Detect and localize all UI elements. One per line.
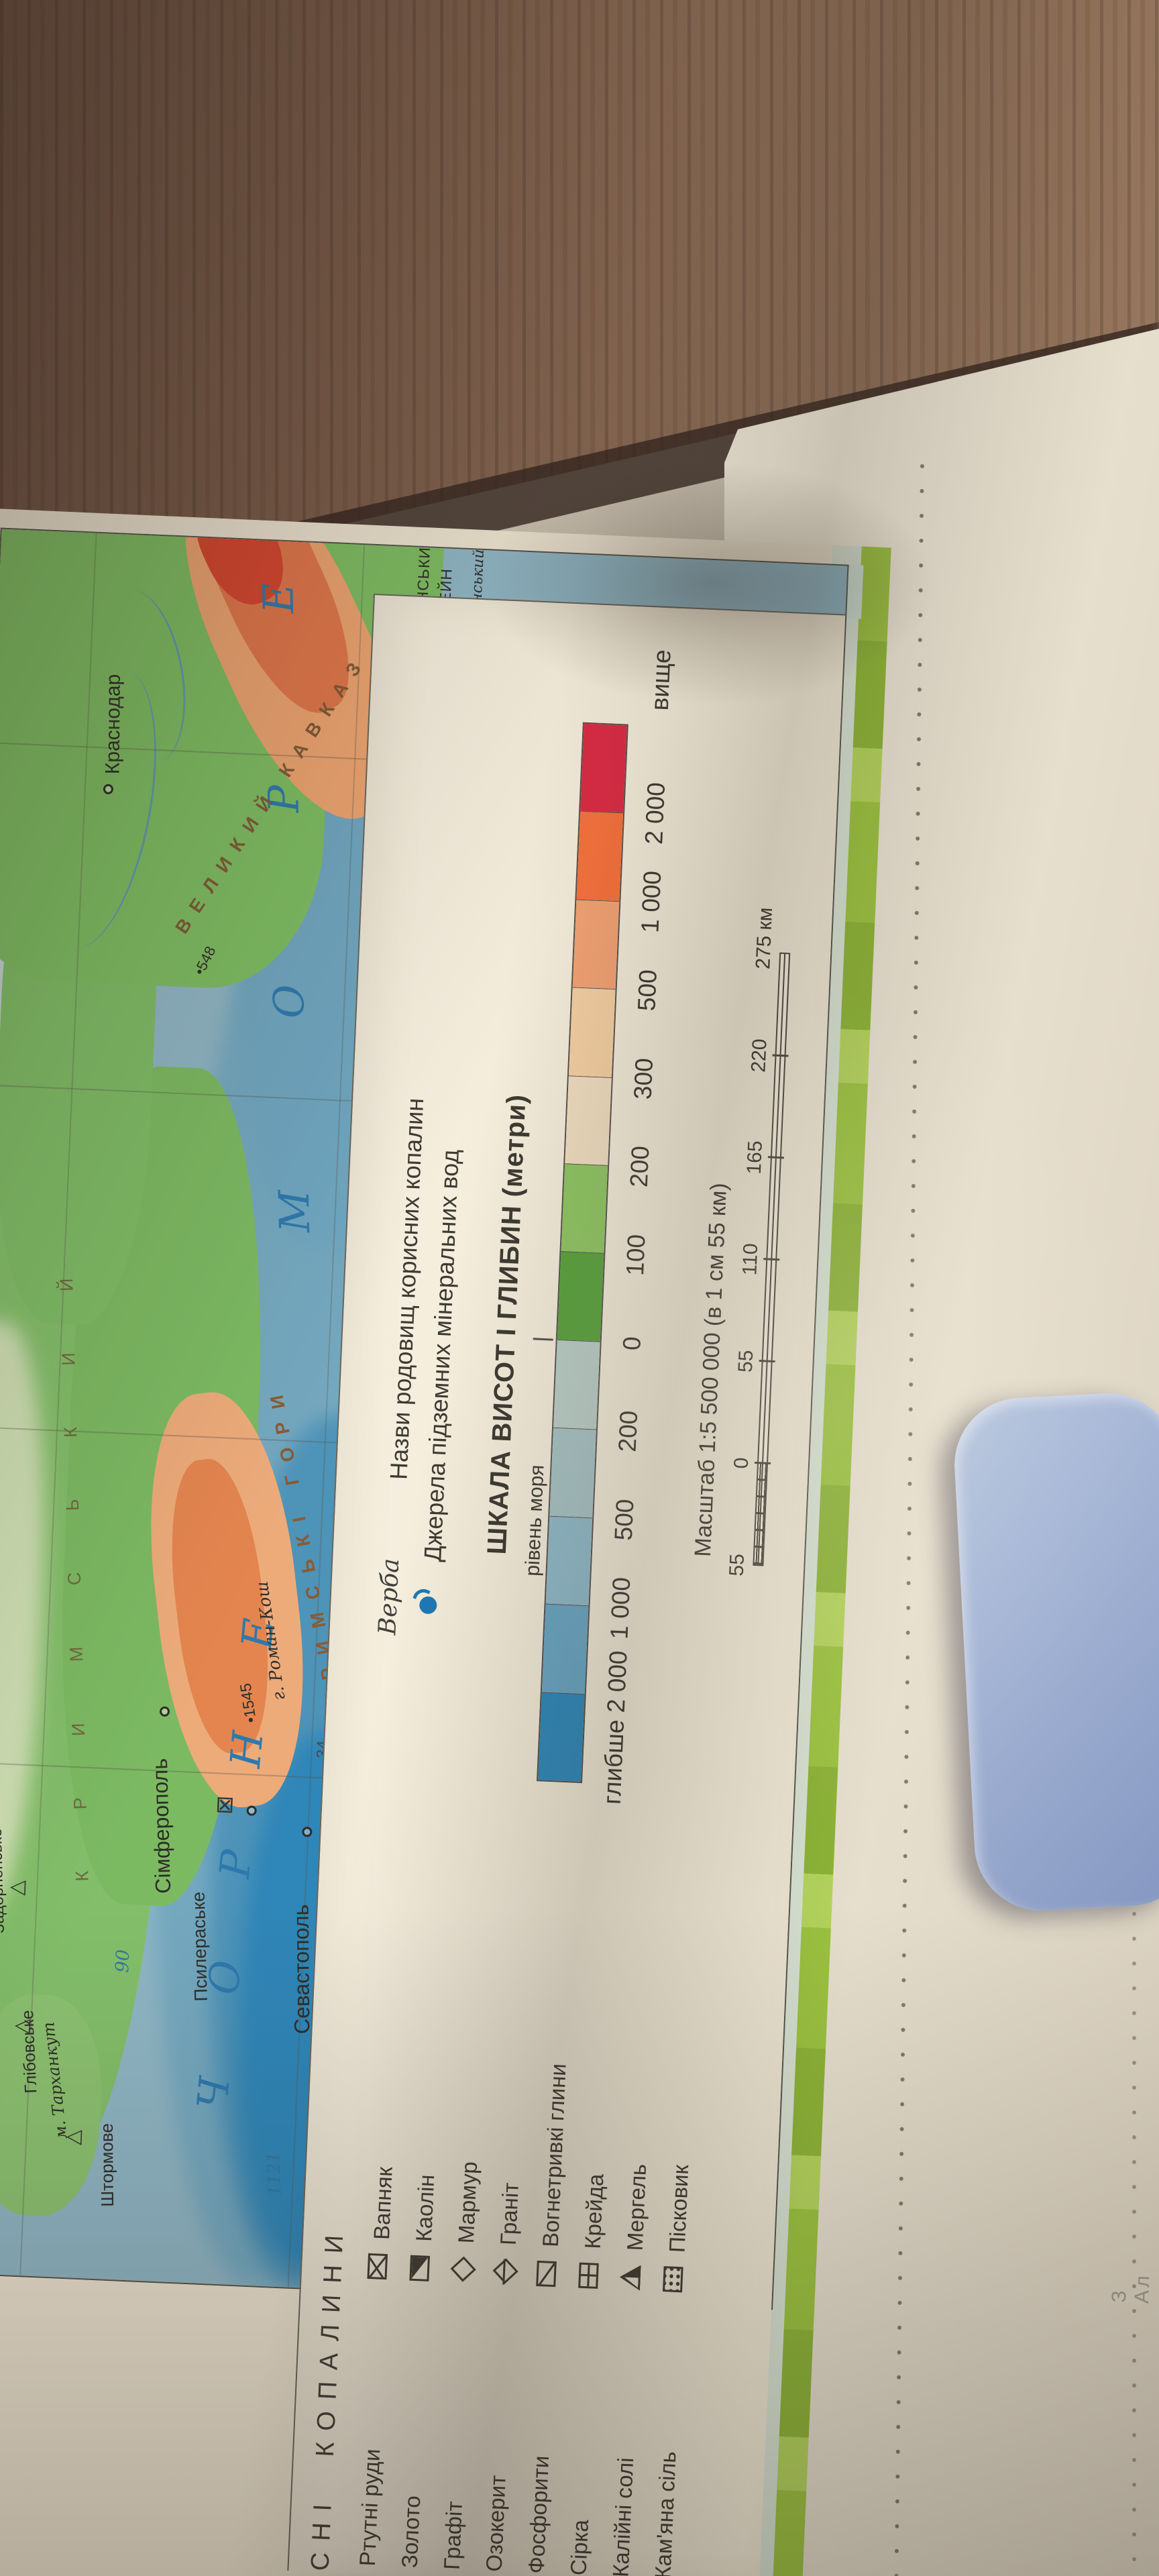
bleed-through-text: З Ал bbox=[1108, 2272, 1154, 2304]
elevation-label: 500 bbox=[609, 1498, 639, 1542]
mineral-name: Калійні солі bbox=[608, 2457, 639, 2576]
gas-triangle-icon: △ bbox=[5, 1879, 28, 1896]
scale-bar-tick bbox=[759, 1360, 775, 1363]
mineral-name: Графіт bbox=[439, 2500, 467, 2571]
scalebar-number: 275 км bbox=[752, 907, 777, 970]
elevation-label: 1 000 bbox=[636, 870, 667, 934]
mineral-name: Ртутні руди bbox=[354, 2448, 385, 2567]
height-swatch-0-100 bbox=[557, 1251, 604, 1342]
square-grid-icon bbox=[578, 2262, 599, 2289]
scalebar-number: 220 bbox=[747, 1038, 771, 1073]
mineral-name: Крейда bbox=[580, 2173, 608, 2250]
gas-triangle-icon: △ bbox=[61, 2129, 85, 2146]
elevation-label: 200 bbox=[613, 1409, 643, 1453]
elevation-label: 500 bbox=[632, 969, 662, 1012]
scale-bar-tick bbox=[767, 1156, 784, 1159]
elevation-label: 1 000 bbox=[605, 1576, 636, 1640]
height-swatch-200-300 bbox=[565, 1075, 612, 1165]
height-swatch-1000-2000 bbox=[576, 810, 624, 902]
diamond-with-line-icon bbox=[494, 2259, 514, 2285]
depth-sounding: 1121 bbox=[263, 2151, 286, 2197]
depth-swatch-deeper-2000 bbox=[538, 1691, 585, 1782]
mineral-name: Мармур bbox=[453, 2161, 482, 2244]
scalebar-number: 165 bbox=[742, 1140, 767, 1175]
diamond-icon bbox=[451, 2257, 472, 2283]
scale-bar-tick bbox=[772, 1054, 789, 1057]
depth-swatch-500-200 bbox=[549, 1428, 596, 1518]
sea-level-label: рівень моря bbox=[521, 1464, 549, 1577]
mineral-name: Озокерит bbox=[481, 2474, 510, 2573]
city-simferopol-label: Сімферополь bbox=[147, 1758, 176, 1894]
crossed-square-icon bbox=[367, 2253, 388, 2280]
limestone-map-symbol-icon: ⊠ bbox=[211, 1794, 238, 1815]
scalebar-number: 55 bbox=[725, 1553, 749, 1577]
mineral-name: Сірка bbox=[565, 2519, 594, 2576]
depth-swatch-2000-1000 bbox=[541, 1603, 589, 1694]
scalebar-number: 110 bbox=[738, 1242, 763, 1276]
height-swatch-above-2000 bbox=[580, 723, 627, 813]
scale-bar-tick bbox=[754, 1462, 771, 1464]
scale-bar-tick bbox=[763, 1258, 780, 1261]
height-swatch-100-200 bbox=[561, 1163, 608, 1254]
mineral-name: Кам'яна сіль bbox=[650, 2451, 681, 2576]
elevation-label: вище bbox=[645, 649, 676, 711]
elevation-label: 2 000 bbox=[640, 782, 671, 845]
height-swatch-300-500 bbox=[568, 987, 616, 1077]
height-swatch-500-1000 bbox=[572, 899, 620, 989]
elevation-label: 100 bbox=[621, 1234, 651, 1277]
dotted-square-icon bbox=[663, 2266, 683, 2293]
half-filled-square-icon bbox=[409, 2255, 430, 2282]
gasfield-shtormove-label: Штормове bbox=[96, 2123, 117, 2207]
mineral-name: Вапняк bbox=[369, 2166, 397, 2241]
depth-swatch-200-0 bbox=[553, 1339, 600, 1430]
mineral-name: Каолін bbox=[410, 2174, 439, 2243]
deposit-example-name: Верба bbox=[374, 1558, 405, 1636]
city-krasnodar-label: Краснодар bbox=[101, 674, 125, 775]
elevation-label: 300 bbox=[628, 1057, 659, 1100]
mineral-name: Пісковик bbox=[664, 2164, 694, 2253]
square-diagonal-icon bbox=[536, 2260, 557, 2288]
elevation-label: 200 bbox=[624, 1145, 655, 1188]
depth-swatch-1000-500 bbox=[545, 1515, 593, 1606]
scalebar-number: 55 bbox=[734, 1349, 758, 1373]
gas-triangle-icon: △ bbox=[9, 2018, 33, 2035]
elevation-label: 0 bbox=[618, 1336, 647, 1351]
atlas-page: Ч О Р Н Е М О Р Е К Р И М С Ь К И Й КРИМ… bbox=[0, 508, 891, 2576]
scalebar-number: 0 bbox=[730, 1456, 753, 1470]
mineral-name: Граніт bbox=[495, 2182, 523, 2246]
ruled-dots bbox=[1132, 1811, 1136, 2576]
mineral-name: Фосфорити bbox=[523, 2455, 554, 2575]
mineral-name: Мергель bbox=[622, 2163, 651, 2251]
mineral-name: Золото bbox=[396, 2495, 425, 2569]
settlement-psyleraske-label: Псилераське bbox=[188, 1891, 211, 2002]
depth-sounding: 90 bbox=[111, 1949, 134, 1974]
blue-object bbox=[951, 1389, 1159, 1915]
